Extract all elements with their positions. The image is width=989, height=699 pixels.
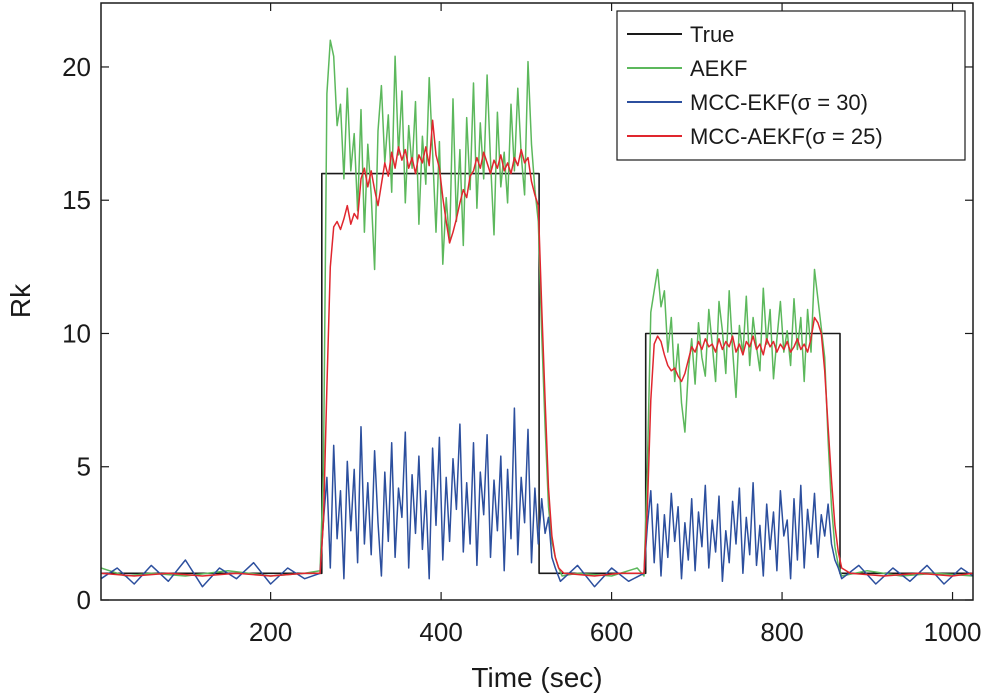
x-tick-label: 600 [590, 617, 633, 647]
tick-labels-layer: 200 400 600 800 1000 0 5 10 15 20 [62, 52, 981, 647]
y-tick-label: 20 [62, 52, 91, 82]
series-line-aekf [101, 39, 973, 577]
legend-label-mcc-aekf: MCC-AEKF(σ = 25) [690, 124, 883, 149]
series-layer [101, 39, 973, 588]
legend-label-true: True [690, 22, 734, 47]
ticks-layer [101, 3, 973, 601]
x-tick-label: 200 [249, 617, 292, 647]
series-line-true [101, 172, 973, 575]
series-line-mcc-ekf-30 [101, 407, 973, 588]
x-axis-title: Time (sec) [471, 662, 602, 693]
y-tick-label: 10 [62, 318, 91, 348]
legend-label-aekf: AEKF [690, 56, 747, 81]
series-line-mcc-aekf-25 [101, 119, 973, 577]
x-tick-label: 1000 [924, 617, 982, 647]
y-tick-label: 15 [62, 185, 91, 215]
y-axis-title: Rk [5, 283, 36, 318]
x-tick-label: 400 [419, 617, 462, 647]
y-tick-label: 0 [77, 585, 91, 615]
y-tick-label: 5 [77, 452, 91, 482]
x-tick-label: 800 [760, 617, 803, 647]
legend-label-mcc-ekf: MCC-EKF(σ = 30) [690, 90, 868, 115]
legend: True AEKF MCC-EKF(σ = 30) MCC-AEKF(σ = 2… [616, 10, 966, 161]
plot-frame [100, 2, 974, 601]
